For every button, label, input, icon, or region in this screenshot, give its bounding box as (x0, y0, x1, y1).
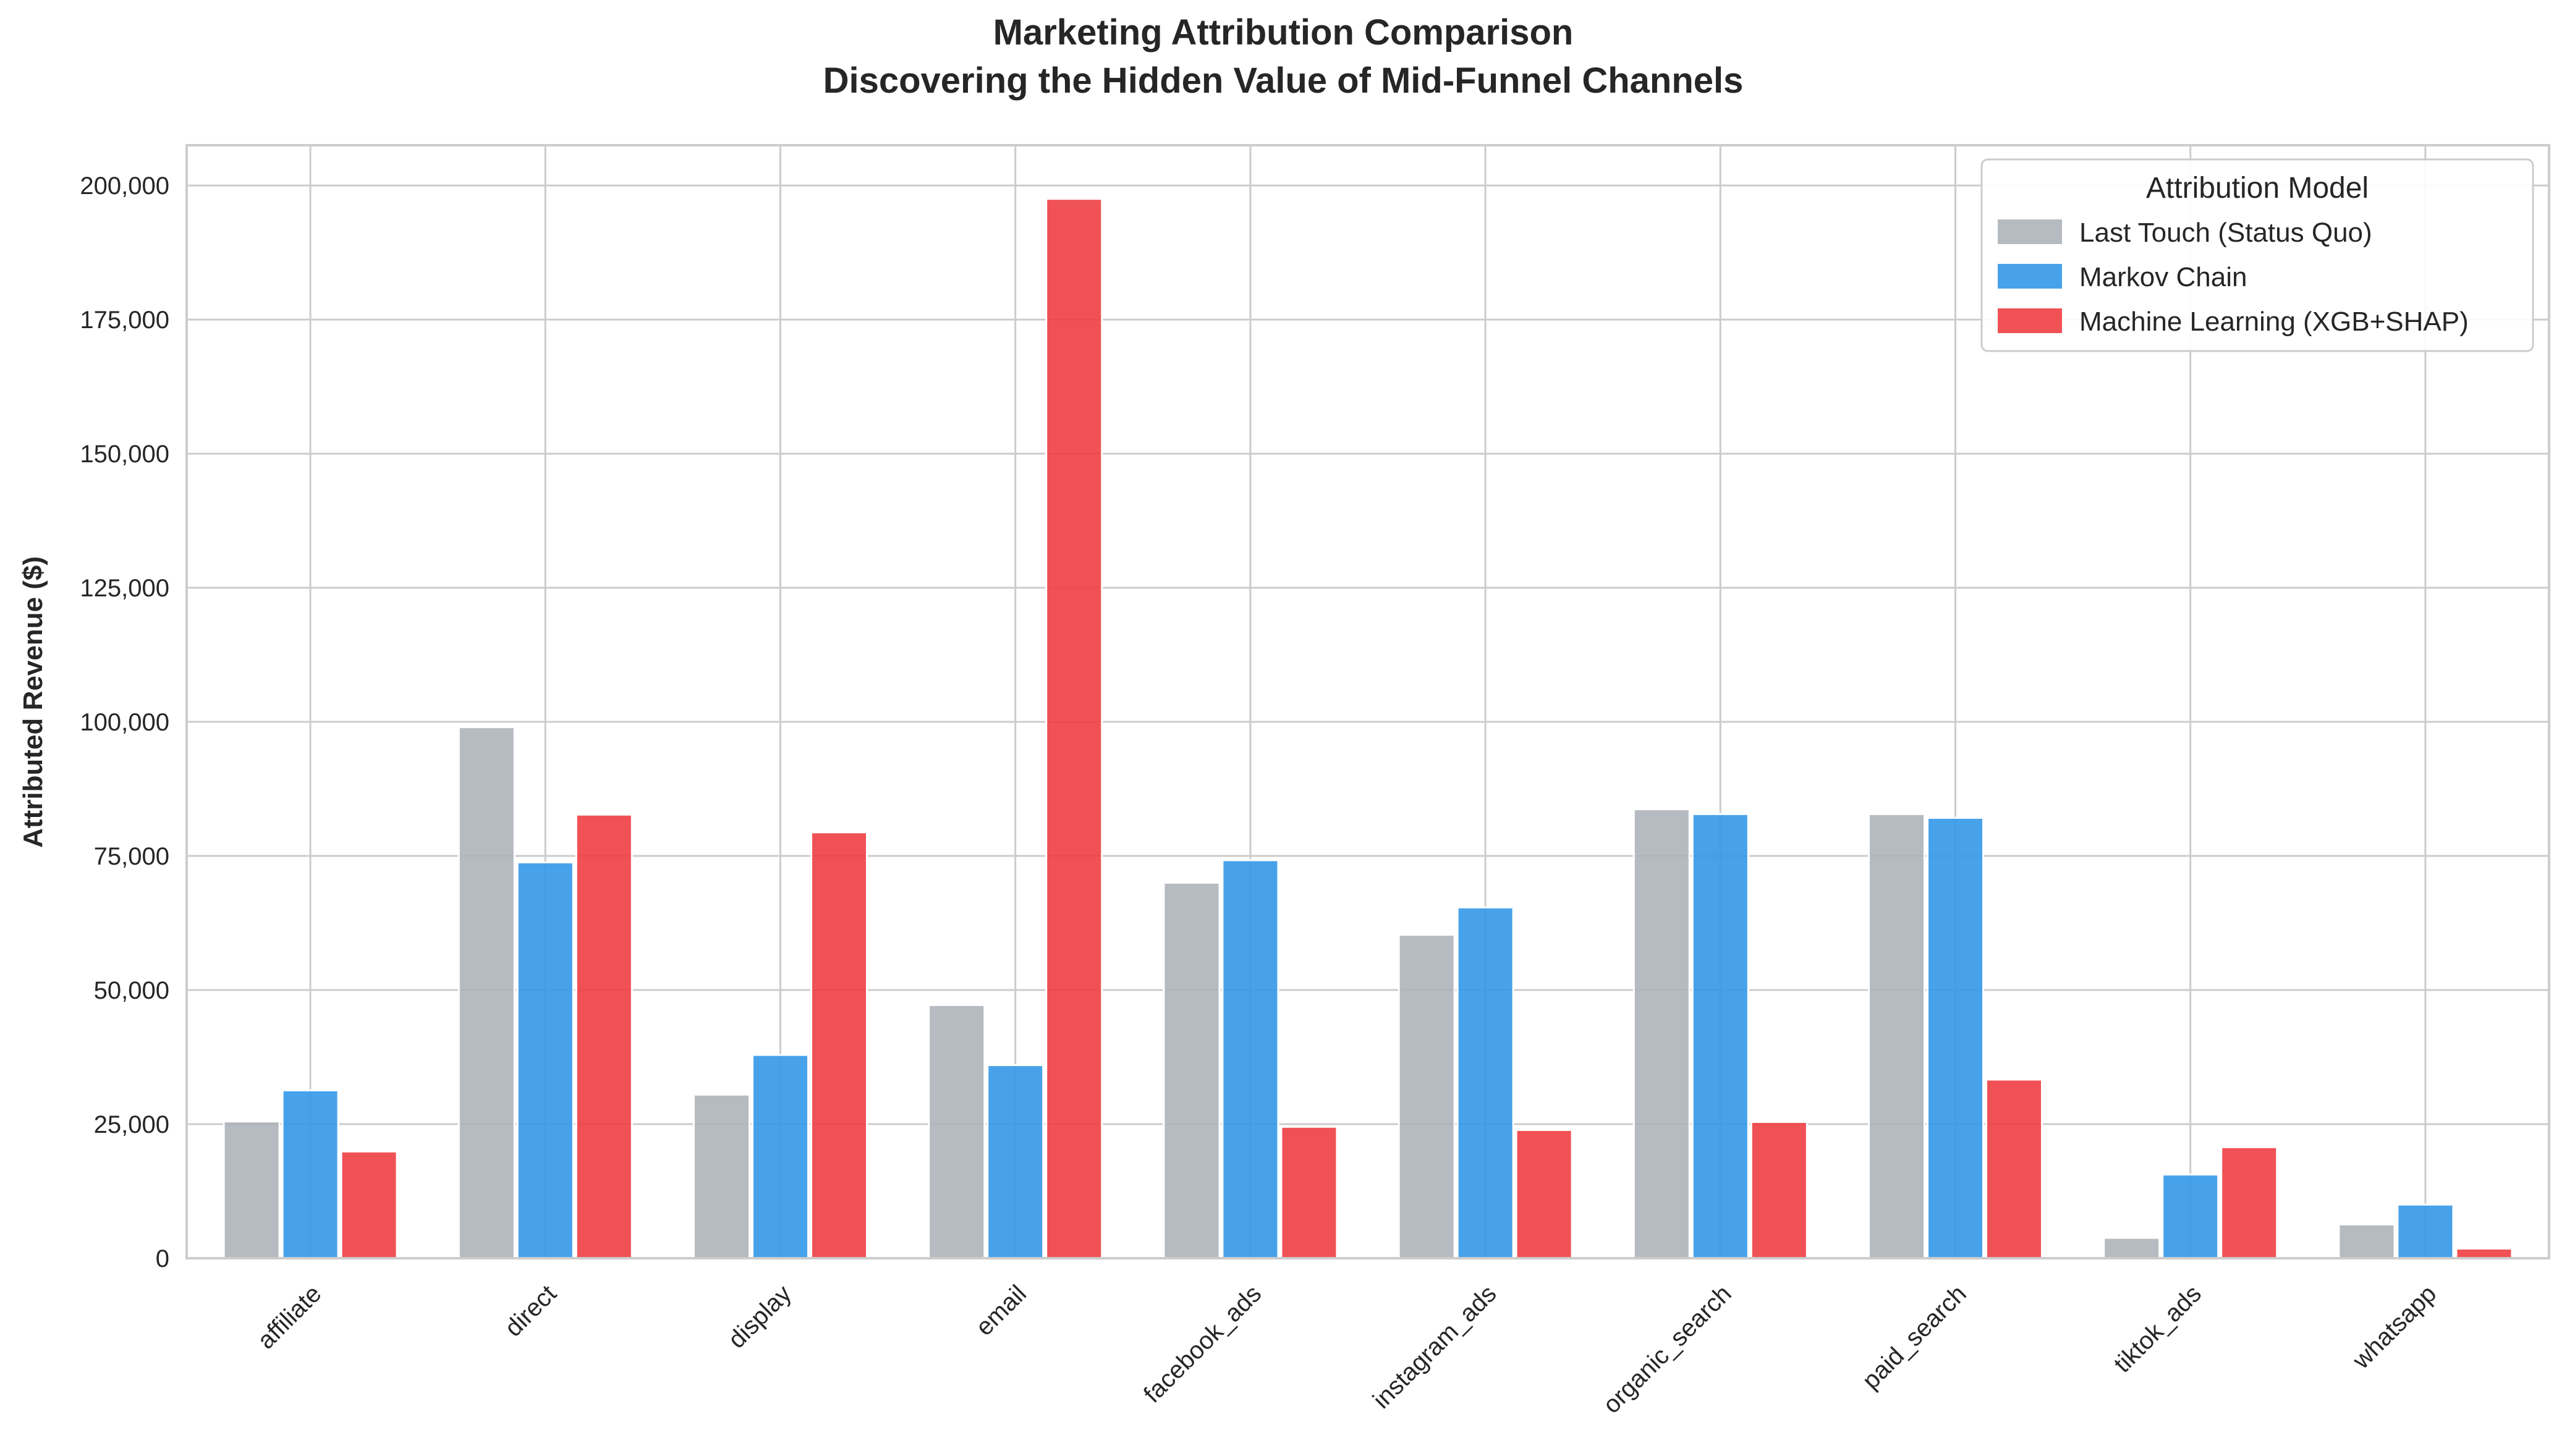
legend-swatch (1998, 308, 2062, 333)
legend-label: Last Touch (Status Quo) (2079, 218, 2372, 248)
y-tick-label: 25,000 (94, 1111, 169, 1138)
y-tick-label: 0 (156, 1245, 169, 1272)
chart-subtitle: Discovering the Hidden Value of Mid-Funn… (823, 61, 1744, 101)
y-tick-label: 175,000 (80, 307, 169, 334)
bar-paid_search-series-1 (1868, 813, 1925, 1259)
bar-paid_search-series-2 (1927, 816, 1984, 1259)
chart-title: Marketing Attribution Comparison (993, 12, 1574, 53)
y-tick-label: 125,000 (80, 575, 169, 602)
y-tick-label: 50,000 (94, 977, 169, 1004)
bar-facebook_ads-series-2 (1221, 859, 1279, 1259)
bar-whatsapp-series-3 (2455, 1247, 2513, 1259)
y-tick-label: 100,000 (80, 709, 169, 736)
bar-affiliate-series-2 (281, 1089, 339, 1259)
plot-frame (185, 144, 2550, 1259)
bar-affiliate-series-1 (223, 1120, 281, 1259)
bar-email-series-2 (986, 1064, 1045, 1259)
bar-facebook_ads-series-3 (1280, 1125, 1338, 1259)
bar-paid_search-series-3 (1985, 1078, 2043, 1259)
bar-whatsapp-series-2 (2396, 1203, 2455, 1259)
bars (223, 198, 2513, 1259)
legend-title: Attribution Model (2146, 172, 2369, 205)
bar-tiktok_ads-series-2 (2162, 1174, 2220, 1259)
bar-direct-series-3 (575, 813, 633, 1259)
y-tick-label: 75,000 (94, 843, 169, 870)
bar-organic_search-series-2 (1691, 813, 1749, 1259)
bar-instagram_ads-series-1 (1398, 934, 1456, 1259)
bar-display-series-3 (810, 831, 868, 1259)
legend-label: Markov Chain (2079, 262, 2247, 292)
bar-instagram_ads-series-3 (1515, 1129, 1573, 1259)
legend-swatch (1998, 219, 2062, 244)
y-tick-label: 150,000 (80, 441, 169, 468)
bar-direct-series-2 (516, 861, 574, 1259)
bar-email-series-1 (928, 1004, 986, 1259)
bar-affiliate-series-3 (340, 1150, 398, 1259)
legend-entries: Last Touch (Status Quo) Markov Chain Machi… (1998, 218, 2469, 337)
bar-instagram_ads-series-2 (1456, 906, 1514, 1259)
y-axis-ticks: 0 25,000 50,000 75,000 100,000 125,000 150,000… (80, 172, 169, 1272)
bar-facebook_ads-series-1 (1163, 881, 1221, 1259)
bar-organic_search-series-1 (1632, 808, 1691, 1259)
legend-swatch (1998, 264, 2062, 289)
y-tick-label: 200,000 (80, 172, 169, 200)
legend-label: Machine Learning (XGB+SHAP) (2079, 307, 2469, 337)
legend: Attribution Model Last Touch (Status Quo… (1980, 158, 2534, 352)
bar-organic_search-series-3 (1750, 1121, 1808, 1259)
bar-tiktok_ads-series-3 (2220, 1146, 2278, 1259)
y-axis-label: Attributed Revenue ($) (18, 556, 48, 848)
bar-tiktok_ads-series-1 (2103, 1237, 2161, 1259)
bar-display-series-2 (752, 1054, 809, 1259)
bar-direct-series-1 (457, 726, 516, 1259)
bar-email-series-3 (1045, 198, 1103, 1259)
legend-box (1980, 158, 2534, 352)
bar-whatsapp-series-1 (2338, 1223, 2396, 1259)
bar-display-series-1 (693, 1093, 750, 1259)
